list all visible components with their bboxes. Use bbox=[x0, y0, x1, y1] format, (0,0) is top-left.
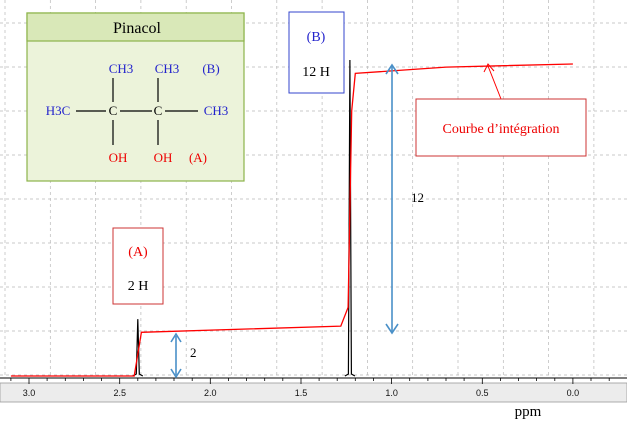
peak-b-group: (B) bbox=[307, 30, 326, 45]
x-tick-label: 0.0 bbox=[567, 388, 580, 398]
carbon-left: C bbox=[109, 103, 118, 118]
ch3-right: CH3 bbox=[204, 103, 229, 118]
carbon-right: C bbox=[154, 103, 163, 118]
integral-label-b: 12 bbox=[411, 190, 424, 205]
spectrum-peak bbox=[344, 59, 356, 377]
peak-a-count: 2 H bbox=[128, 279, 149, 294]
spectrum-peak bbox=[132, 319, 144, 377]
x-axis: 3.0 2.5 2.0 1.5 1.0 0.5 0.0 bbox=[0, 377, 627, 403]
integration-curve bbox=[10, 63, 573, 377]
peak-a-label: (A) 2 H bbox=[112, 227, 164, 305]
peak-b-label: (B) 12 H bbox=[288, 11, 345, 94]
molecule-title: Pinacol bbox=[113, 20, 162, 37]
oh-right: OH bbox=[154, 150, 173, 165]
ch3-top-left: CH3 bbox=[109, 61, 134, 76]
peak-a-group: (A) bbox=[128, 245, 148, 260]
x-tick-label: 0.5 bbox=[476, 388, 489, 398]
group-a-label-box: (A) bbox=[189, 150, 207, 165]
peak-b-count: 12 H bbox=[302, 65, 330, 80]
oh-left: OH bbox=[109, 150, 128, 165]
x-tick-label: 1.5 bbox=[295, 388, 308, 398]
molecule-box: Pinacol CH3 CH3 (B) H3C C C CH3 OH OH (A… bbox=[26, 12, 245, 182]
x-tick-label: 3.0 bbox=[23, 388, 36, 398]
x-tick-label: 2.0 bbox=[204, 388, 217, 398]
x-tick-label: 1.0 bbox=[385, 388, 398, 398]
group-b-label-box: (B) bbox=[202, 61, 219, 76]
x-tick-label: 2.5 bbox=[113, 388, 126, 398]
integration-label-text: Courbe d’intégration bbox=[442, 122, 559, 137]
integration-curve-label: Courbe d’intégration bbox=[415, 63, 587, 157]
integral-label-a: 2 bbox=[190, 345, 197, 360]
spectrum bbox=[132, 59, 356, 377]
integral-arrow-a bbox=[170, 332, 182, 379]
x-axis-unit: ppm bbox=[515, 404, 542, 420]
ch3-top-right: CH3 bbox=[155, 61, 180, 76]
h3c-left: H3C bbox=[46, 103, 71, 118]
integral-arrow-b bbox=[385, 63, 399, 335]
